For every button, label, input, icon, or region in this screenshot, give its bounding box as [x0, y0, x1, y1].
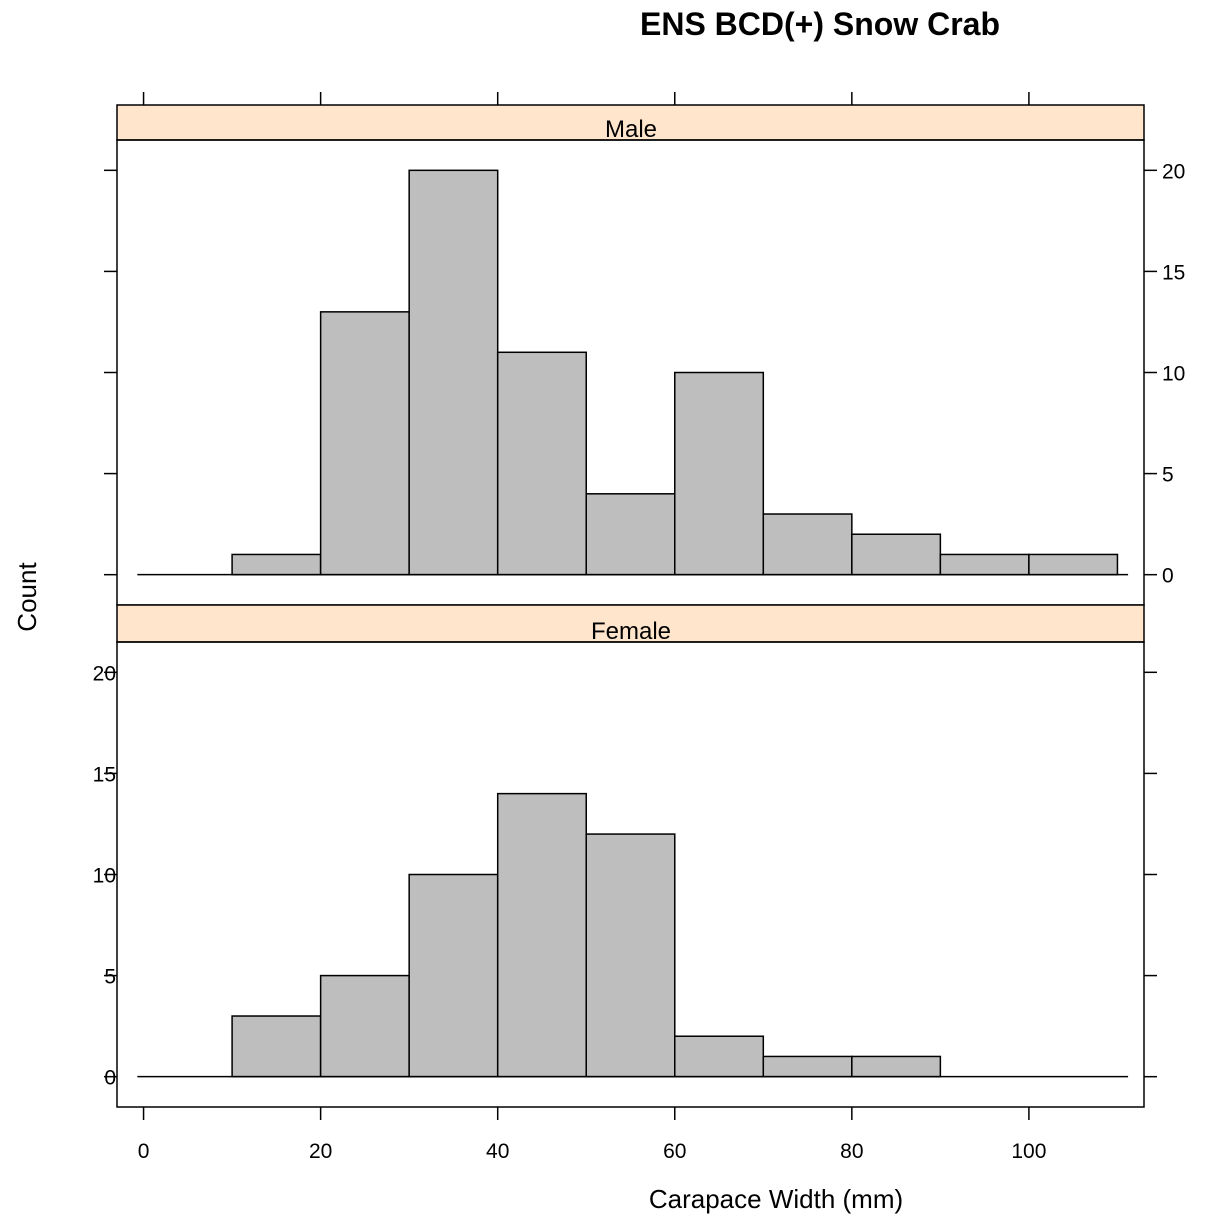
- histogram-bar: [231, 553, 322, 576]
- histogram-bar: [585, 833, 676, 1078]
- bars-male: [231, 169, 1119, 576]
- histogram-bar: [674, 371, 765, 576]
- histogram-bar: [319, 311, 410, 576]
- x-axis-label: Carapace Width (mm): [649, 1184, 903, 1214]
- x-tick-label: 40: [486, 1140, 509, 1163]
- y-tick-label-male: 15: [1162, 261, 1185, 284]
- strip-male: [116, 104, 1145, 141]
- histogram-bar: [1028, 553, 1119, 576]
- x-tick-label: 100: [1011, 1140, 1046, 1163]
- x-tick-label: 0: [138, 1140, 150, 1163]
- histogram-bar: [851, 533, 942, 576]
- histogram-bar: [231, 1015, 322, 1078]
- strip-label-male: Male: [605, 116, 657, 143]
- histogram-bar: [585, 493, 676, 576]
- x-tick-label: 20: [309, 1140, 332, 1163]
- histogram-bar: [674, 1035, 765, 1078]
- y-tick-label-male: 0: [1162, 565, 1174, 588]
- y-tick-label-male: 5: [1162, 464, 1174, 487]
- y-tick-label-female: 0: [104, 1067, 116, 1090]
- y-tick-label-male: 20: [1162, 160, 1185, 183]
- axes: 0 20 40 60 80 100 0 5 10 15 20 0 5 10 15 20: [93, 92, 1185, 1163]
- histogram-bar: [408, 873, 499, 1078]
- y-tick-label-male: 10: [1162, 363, 1185, 386]
- bars-female: [231, 792, 942, 1078]
- chart-title: ENS BCD(+) Snow Crab: [640, 6, 1000, 42]
- x-tick-label: 80: [840, 1140, 863, 1163]
- panel-male: Male: [116, 104, 1145, 606]
- histogram-bar: [408, 169, 499, 576]
- histogram-bar: [319, 974, 410, 1078]
- strip-label-female: Female: [591, 618, 671, 645]
- y-tick-label-female: 20: [93, 662, 116, 685]
- y-tick-label-female: 10: [93, 865, 116, 888]
- panel-female: Female: [116, 604, 1145, 1108]
- y-tick-label-female: 15: [93, 763, 116, 786]
- x-tick-label: 60: [663, 1140, 686, 1163]
- y-tick-label-female: 5: [104, 966, 116, 989]
- histogram-bar: [762, 1055, 853, 1078]
- histogram-bar: [496, 792, 587, 1078]
- histogram-bar: [762, 513, 853, 576]
- y-axis-label: Count: [12, 562, 42, 632]
- histogram-bar: [851, 1055, 942, 1078]
- histogram-bar: [496, 351, 587, 576]
- strip-female: [116, 604, 1145, 643]
- histogram-bar: [939, 553, 1030, 576]
